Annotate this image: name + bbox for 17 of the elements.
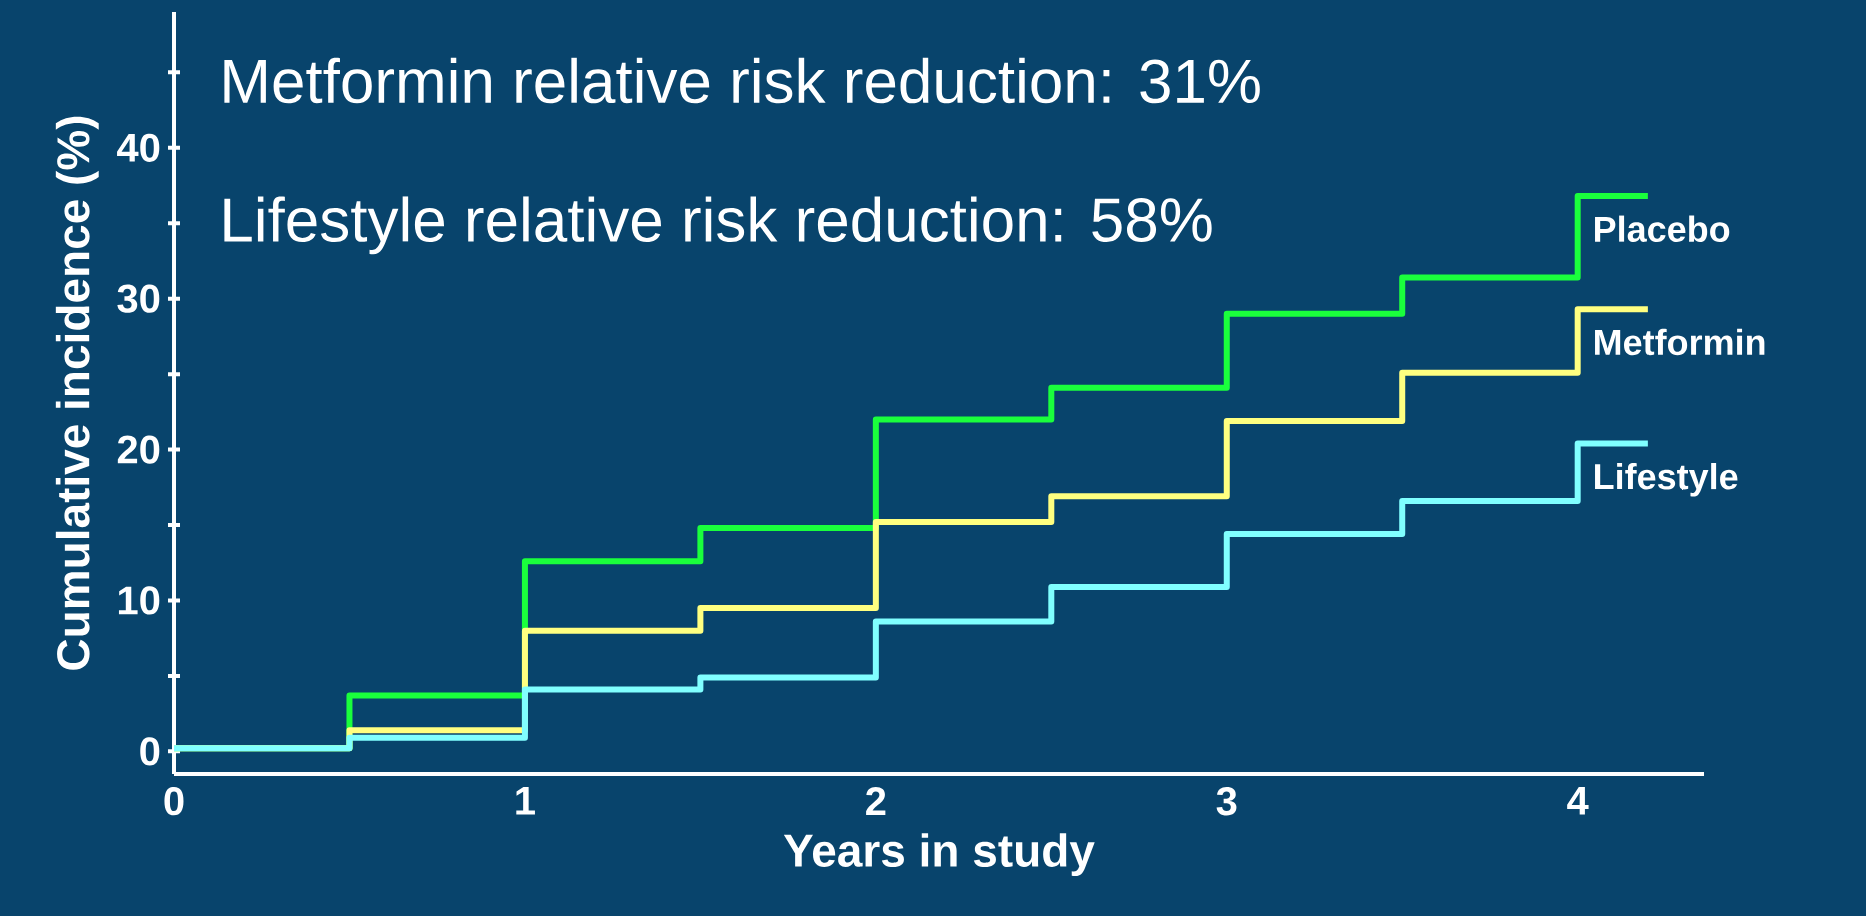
y-tick-label: 0	[140, 737, 160, 766]
y-tick-label: 10	[118, 586, 160, 615]
annotation: Lifestyle relative risk reduction: 58%	[224, 196, 1212, 255]
y-tick-label: 30	[117, 284, 160, 313]
x-tick-label: 4	[1567, 787, 1589, 815]
x-tick-label: 3	[1216, 787, 1237, 816]
y-tick-label: 40	[117, 133, 160, 162]
y-tick-label: 20	[117, 435, 160, 464]
x-tick-label: 1	[516, 787, 535, 815]
annotation: Metformin relative risk reduction: 31%	[224, 57, 1260, 104]
x-axis-title: Years in study	[783, 833, 1095, 877]
x-tick-label: 0	[164, 787, 184, 816]
x-tick-label: 2	[866, 787, 886, 815]
y-axis-title: Cumulative incidence (%)	[55, 116, 99, 670]
series-label: Lifestyle	[1595, 463, 1738, 497]
series-label: Placebo	[1595, 215, 1730, 242]
series-label: Metformin	[1595, 328, 1765, 356]
